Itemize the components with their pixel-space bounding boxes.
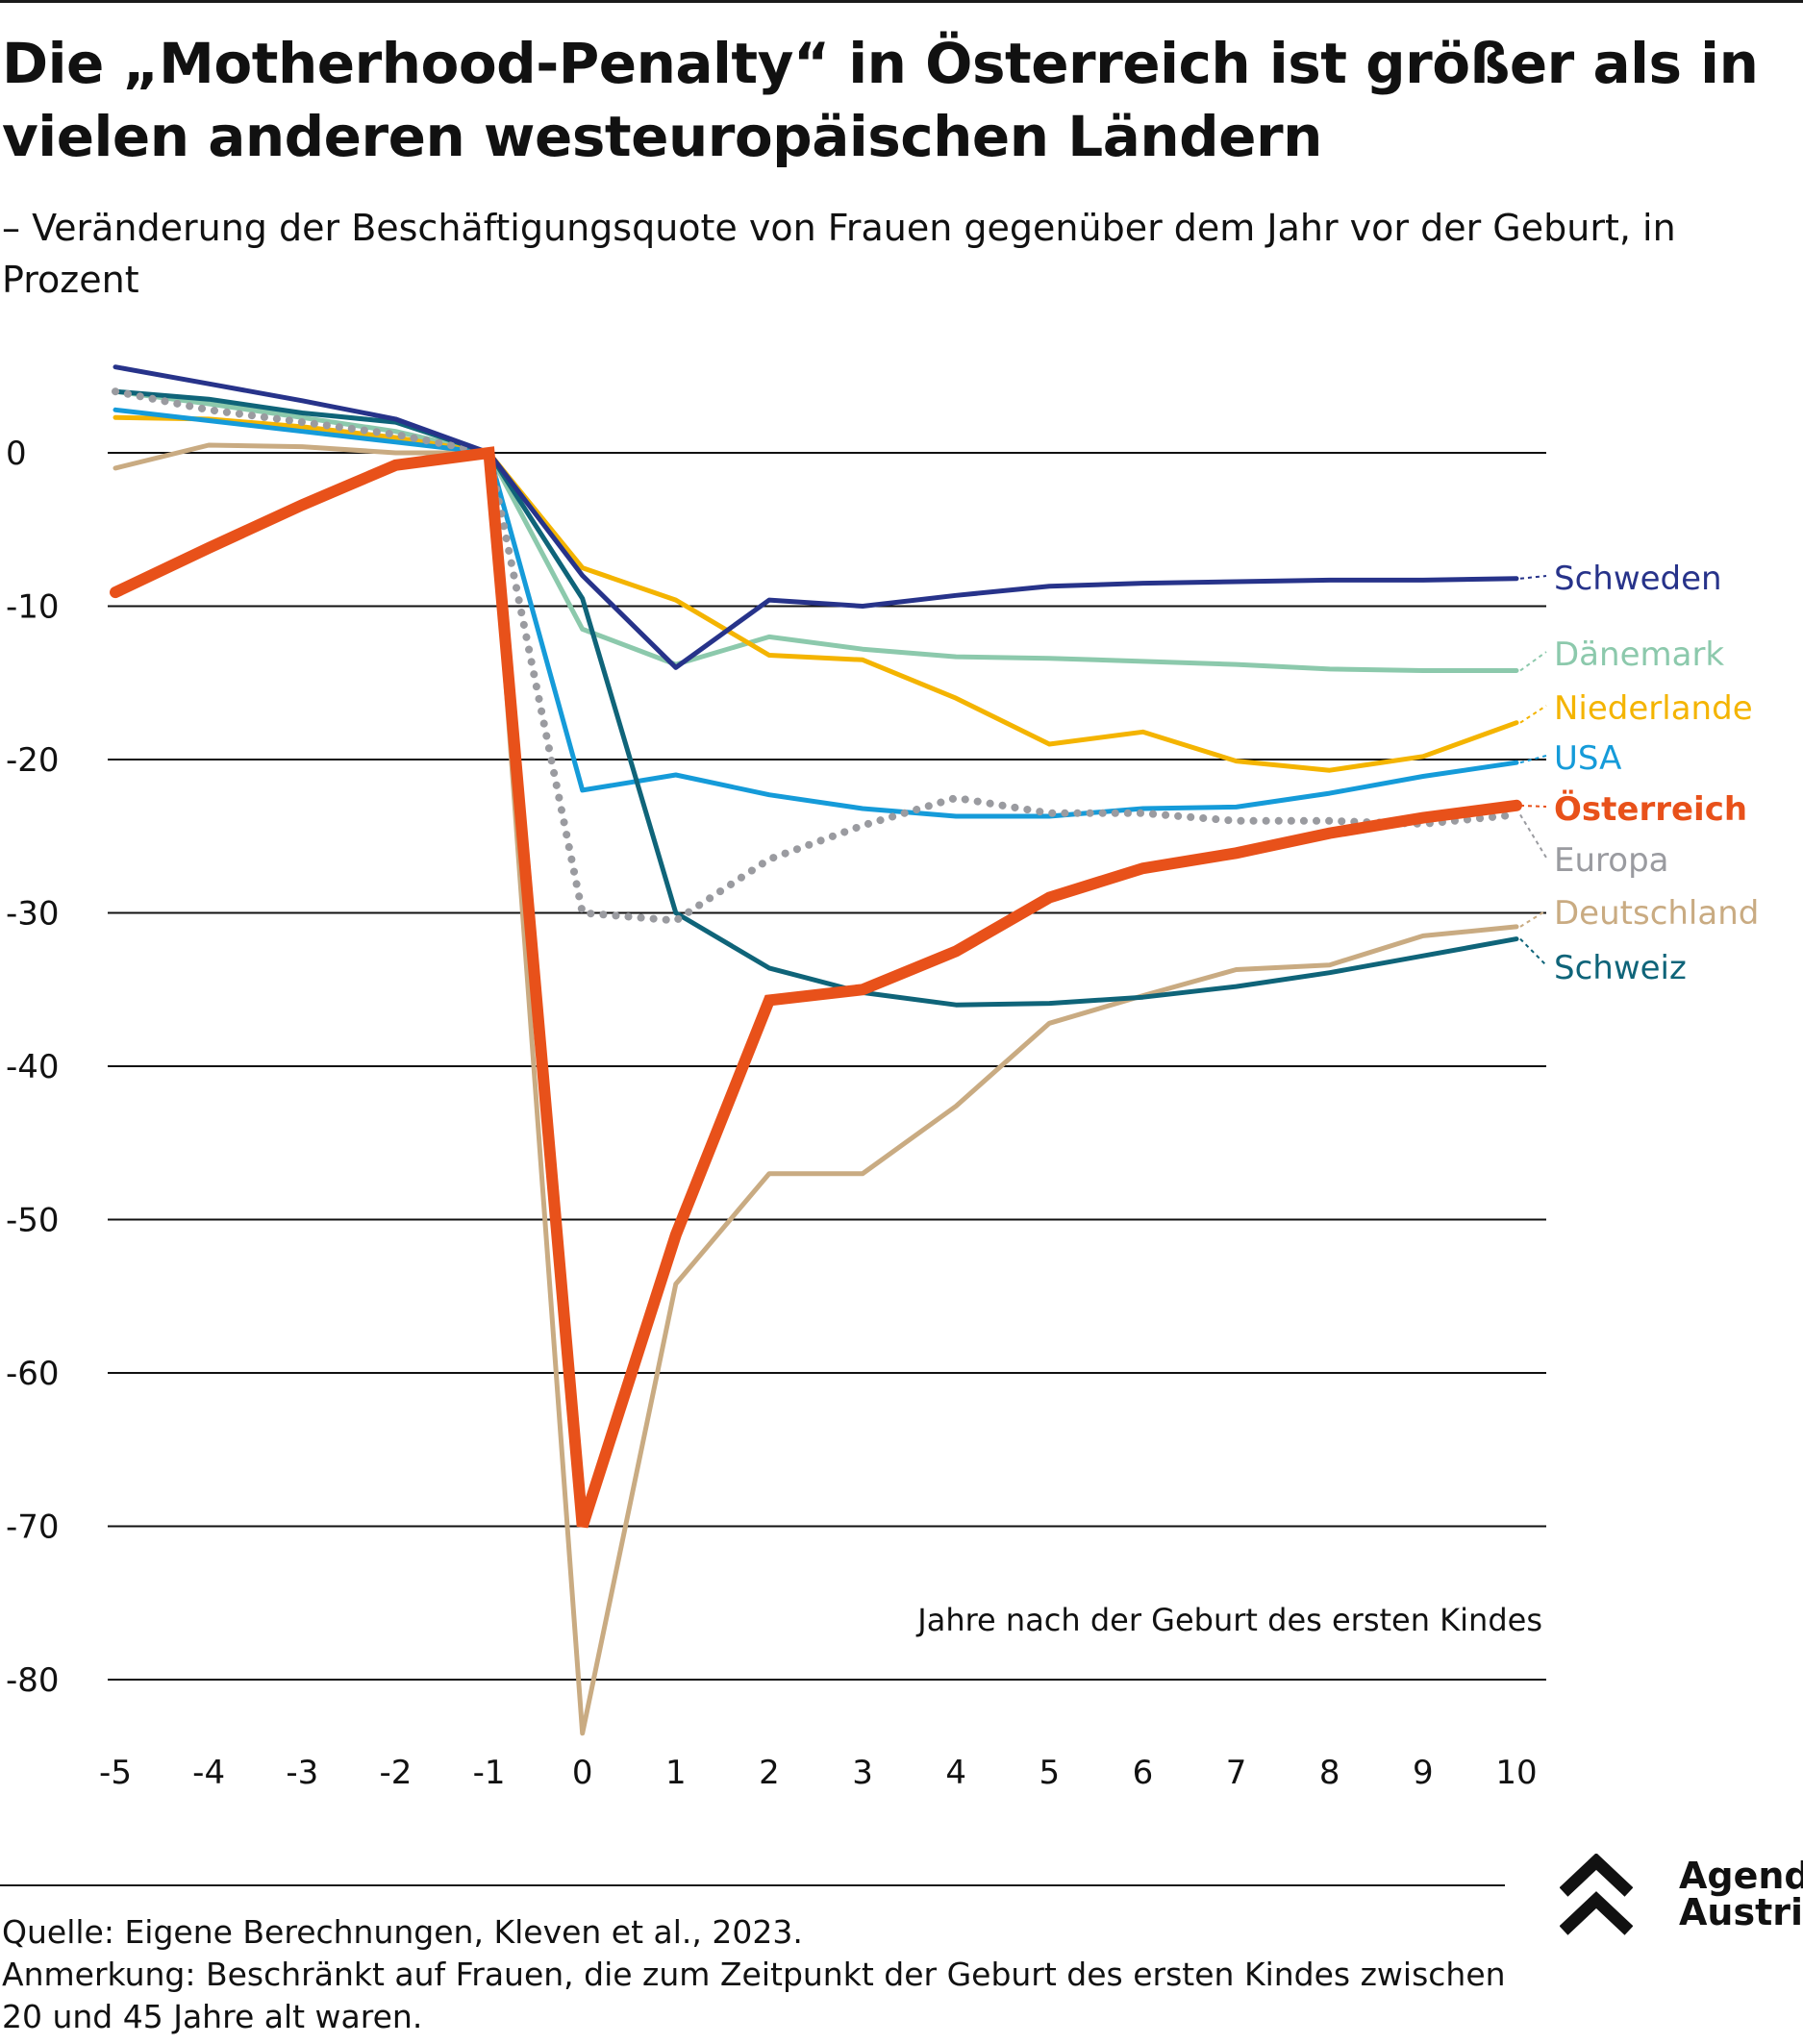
source-note: Quelle: Eigene Berechnungen, Kleven et a…: [2, 1913, 803, 1951]
x-tick-label: 2: [759, 1754, 780, 1792]
y-tick-label: -70: [6, 1508, 60, 1547]
logo-wordmark: Agenda Austria: [1679, 1857, 1803, 1931]
series-leader-schweden: [1519, 575, 1547, 580]
series-label-schweiz: Schweiz: [1554, 949, 1687, 987]
y-axis-labels: 0 -10 -20 -30 -40 -50 -60 -70 -80: [6, 435, 60, 1700]
series-line-dänemark: [113, 388, 1519, 673]
footer: Quelle: Eigene Berechnungen, Kleven et a…: [2, 1911, 1540, 2038]
y-tick-label: -60: [6, 1355, 60, 1393]
series-label-usa: USA: [1554, 739, 1621, 778]
y-tick-label: -20: [6, 741, 60, 780]
x-tick-label: 8: [1319, 1754, 1340, 1792]
y-tick-label: -40: [6, 1048, 60, 1086]
footer-rule: [0, 1884, 1505, 1886]
top-rule: [0, 0, 1803, 3]
y-tick-label: 0: [6, 435, 27, 473]
y-tick-label: -50: [6, 1202, 60, 1240]
y-tick-label: -10: [6, 588, 60, 627]
x-tick-label: 0: [572, 1754, 593, 1792]
series-label-niederlande: Niederlande: [1554, 689, 1753, 728]
y-tick-label: -30: [6, 895, 60, 934]
series-leader-dänemark: [1519, 651, 1547, 672]
series-line-schweden: [113, 364, 1519, 670]
x-axis-title: Jahre nach der Geburt des ersten Kindes: [915, 1602, 1542, 1638]
series-line-österreich: [110, 446, 1522, 1529]
x-tick-label: 5: [1039, 1754, 1061, 1792]
x-tick-label: 9: [1413, 1754, 1434, 1792]
x-tick-label: -2: [379, 1754, 412, 1792]
series-leader-niederlande: [1519, 705, 1547, 724]
series-leader-europa: [1519, 813, 1547, 859]
x-axis-labels: -5 -4 -3 -2 -1 0 1 2 3 4 5 6 7 8 9 10: [99, 1754, 1538, 1792]
x-tick-label: -1: [473, 1754, 506, 1792]
chart-subtitle: – Veränderung der Beschäftigungsquote vo…: [2, 207, 1676, 301]
series-lines: [110, 364, 1522, 1736]
series-labels: Schweden Dänemark Niederlande USA Österreich…: [1519, 560, 1759, 987]
x-tick-label: -4: [192, 1754, 225, 1792]
series-label-schweden: Schweden: [1554, 560, 1722, 598]
x-tick-label: -3: [286, 1754, 318, 1792]
x-tick-label: -5: [99, 1754, 132, 1792]
double-chevron-up-icon: [1560, 1854, 1633, 1935]
series-line-europa: [112, 387, 1520, 925]
logo-line-1: Agenda: [1679, 1855, 1803, 1897]
x-tick-label: 1: [665, 1754, 687, 1792]
series-leader-österreich: [1519, 804, 1547, 808]
chart-title: Die „Motherhood-Penalty“ in Österreich i…: [2, 31, 1759, 169]
series-leader-deutschland: [1519, 910, 1547, 928]
series-label-österreich: Österreich: [1554, 789, 1747, 829]
series-line-schweiz: [113, 388, 1519, 1008]
series-label-deutschland: Deutschland: [1554, 894, 1759, 933]
series-line-usa: [113, 407, 1519, 819]
x-tick-label: 7: [1226, 1754, 1247, 1792]
y-tick-label: -80: [6, 1661, 60, 1700]
x-tick-label: 4: [945, 1754, 966, 1792]
line-chart: 0-10-20-30-40-50-60-70-80 -5 -4 -3 -2 -1 0 1 2 3…: [6, 364, 1759, 1792]
series-label-dänemark: Dänemark: [1554, 636, 1724, 674]
series-label-europa: Europa: [1554, 841, 1668, 880]
annotation-note: Anmerkung: Beschränkt auf Frauen, die zu…: [2, 1956, 1506, 2035]
x-tick-label: 3: [852, 1754, 873, 1792]
series-leader-schweiz: [1519, 937, 1547, 966]
x-tick-label: 6: [1133, 1754, 1154, 1792]
series-line-niederlande: [113, 414, 1519, 773]
series-line-deutschland: [113, 442, 1519, 1736]
gridlines: [108, 452, 1546, 1681]
agenda-austria-logo: Agenda Austria: [1560, 1854, 1803, 1940]
logo-line-2: Austria: [1679, 1891, 1803, 1933]
x-tick-label: 10: [1495, 1754, 1537, 1792]
